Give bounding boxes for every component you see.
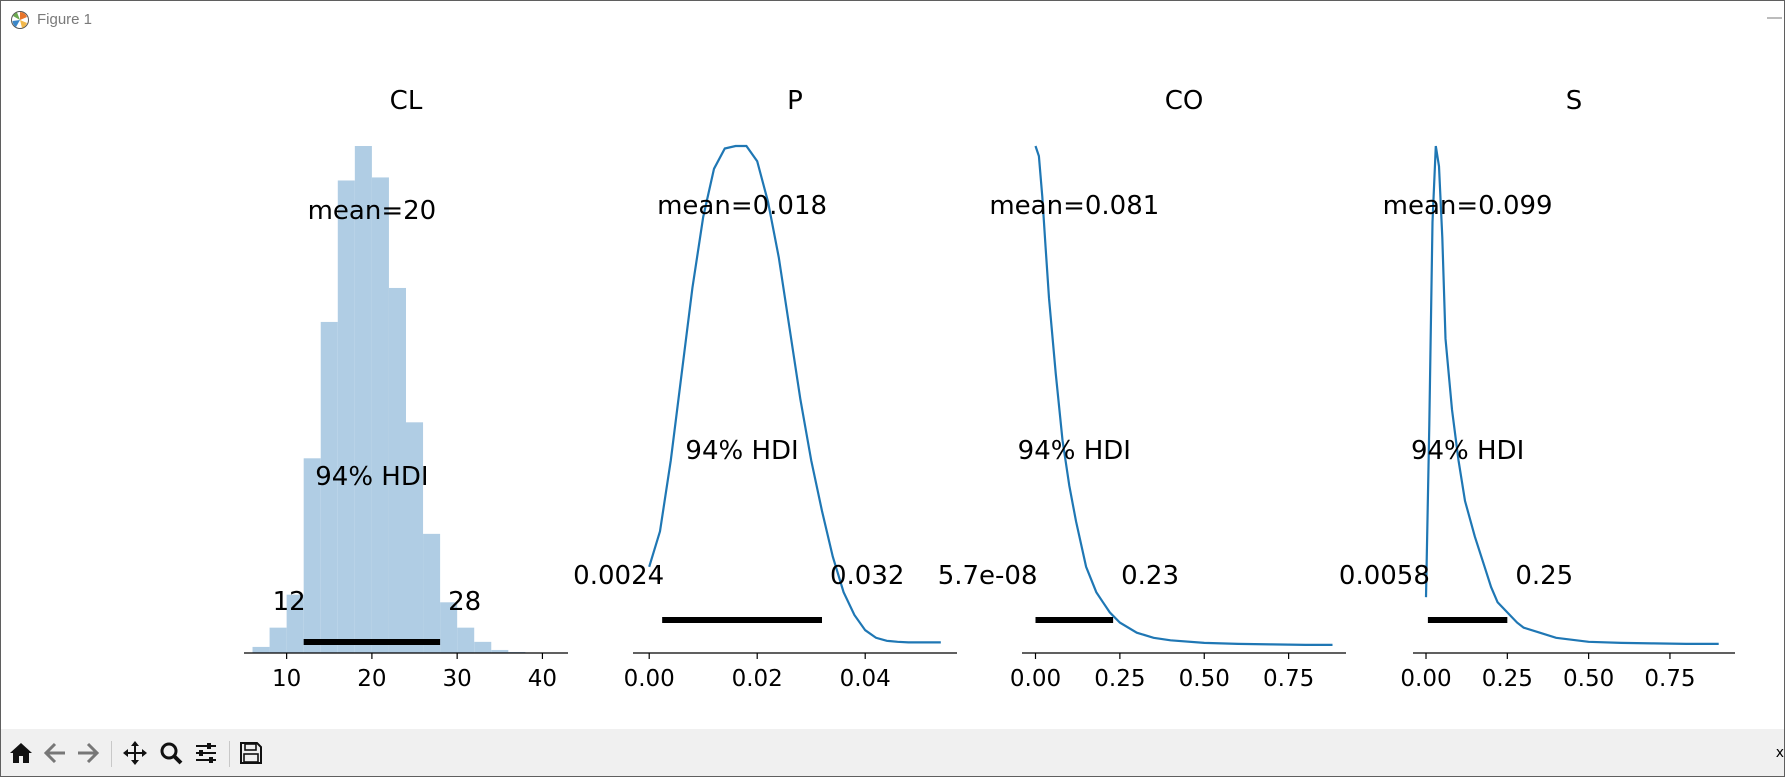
hdi-label: 94% HDI [685, 436, 798, 466]
figure-canvas: CL 10 20 30 40 mean=20 94% HDI 12 28 P 0.00 0.02 0.0… [244, 86, 1735, 692]
x-tick-label: 40 [528, 666, 557, 692]
histogram-bar [474, 641, 492, 653]
toolbar-separator [111, 741, 112, 767]
mean-label: mean=0.018 [657, 191, 827, 221]
hdi-label: 94% HDI [1018, 436, 1131, 466]
histogram-bar [252, 646, 270, 653]
window-title: Figure 1 [37, 11, 93, 28]
hdi-low-label: 5.7e-08 [938, 561, 1038, 591]
x-tick-label: 10 [272, 666, 301, 692]
forward-button[interactable] [74, 739, 102, 767]
x-tick-label: 0.75 [1644, 666, 1695, 692]
x-tick-label: 0.25 [1482, 666, 1533, 692]
histogram-bar [371, 177, 389, 653]
histogram-bar [354, 146, 372, 653]
hdi-low-label: 0.0024 [573, 561, 664, 591]
x-tick-label: 0.75 [1263, 666, 1314, 692]
histogram-bar [491, 649, 509, 653]
zoom-icon [160, 742, 183, 765]
hdi-label: 94% HDI [1411, 436, 1524, 466]
histogram-bar [406, 422, 424, 653]
toolbar-separator [229, 741, 230, 767]
hdi-high-label: 0.032 [830, 561, 904, 591]
mean-label: mean=0.081 [989, 191, 1159, 221]
hdi-high-label: 0.25 [1515, 561, 1573, 591]
hdi-low-label: 12 [273, 587, 306, 617]
mean-label: mean=20 [308, 196, 437, 226]
mean-label: mean=0.099 [1383, 191, 1553, 221]
navigation-toolbar: x [1, 729, 1784, 776]
configure-subplots-button[interactable] [192, 739, 220, 767]
pan-button[interactable] [121, 739, 149, 767]
zoom-button[interactable] [157, 739, 185, 767]
coordinate-readout: x [1775, 745, 1784, 761]
histogram-bar [440, 602, 458, 653]
histogram-bar [303, 458, 321, 653]
x-tick-label: 0.02 [732, 666, 783, 692]
back-button[interactable] [41, 739, 69, 767]
x-tick-label: 20 [357, 666, 386, 692]
x-tick-label: 0.00 [624, 666, 675, 692]
hdi-label: 94% HDI [315, 462, 428, 492]
x-tick-label: 0.50 [1179, 666, 1230, 692]
x-tick-label: 0.04 [840, 666, 891, 692]
kde-line [648, 144, 941, 644]
histogram-bar [320, 321, 338, 653]
pan-icon [123, 741, 147, 765]
x-tick-label: 0.00 [1400, 666, 1451, 692]
x-tick-label: 30 [443, 666, 472, 692]
title-bar: Figure 1 — [1, 1, 1784, 39]
histogram-bar [423, 533, 441, 653]
save-icon [240, 742, 262, 764]
configure-subplots-icon [196, 743, 216, 763]
subplot-title: CO [1165, 86, 1204, 116]
forward-icon [78, 742, 100, 764]
histogram-bar [388, 287, 406, 653]
matplotlib-icon [11, 11, 29, 29]
hdi-high-label: 0.23 [1121, 561, 1179, 591]
save-button[interactable] [237, 739, 265, 767]
subplot-title: P [787, 86, 803, 116]
histogram-bar [286, 594, 304, 653]
back-icon [43, 742, 65, 764]
minimize-button[interactable]: — [1767, 9, 1782, 26]
histogram-bar [337, 180, 355, 653]
subplot-title: S [1566, 86, 1583, 116]
kde-line [1034, 145, 1333, 646]
home-icon [10, 743, 32, 763]
home-button[interactable] [7, 739, 35, 767]
histogram-bar [457, 627, 475, 653]
hdi-low-label: 0.0058 [1339, 561, 1430, 591]
x-tick-label: 0.50 [1563, 666, 1614, 692]
kde-line [1424, 145, 1719, 645]
x-tick-label: 0.25 [1094, 666, 1145, 692]
histogram-bar [269, 627, 287, 653]
hdi-high-label: 28 [448, 587, 481, 617]
subplot-title: CL [390, 86, 423, 116]
x-tick-label: 0.00 [1010, 666, 1061, 692]
